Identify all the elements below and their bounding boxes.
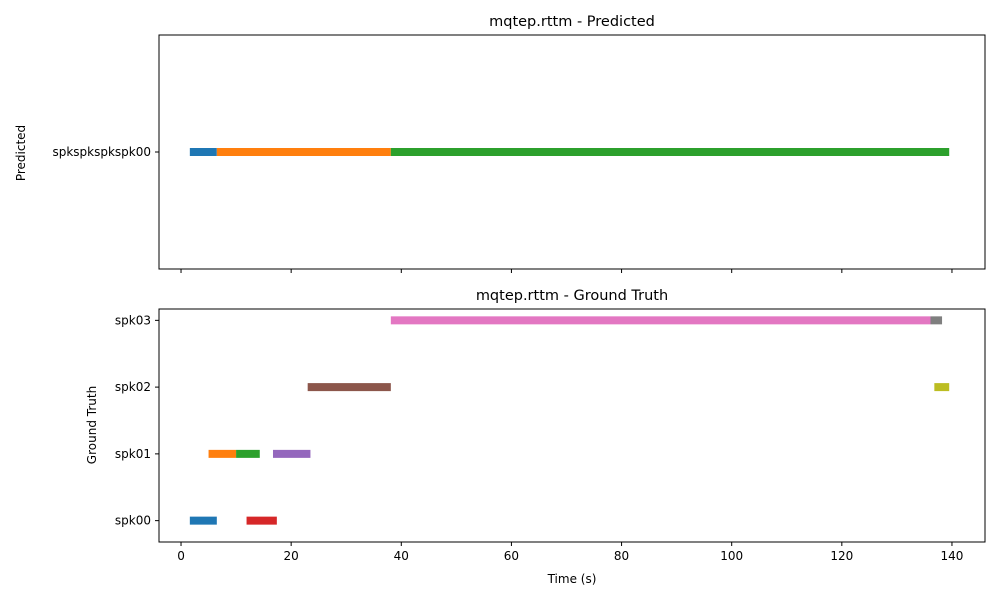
ground-truth-segment <box>934 383 950 392</box>
predicted-title: mqtep.rttm - Predicted <box>489 14 655 30</box>
ground-truth-row-label: spk02 <box>115 380 151 394</box>
ground-truth-title: mqtep.rttm - Ground Truth <box>476 288 668 304</box>
ground-truth-segment <box>246 516 277 525</box>
predicted-marks: spkspkspkspk00 <box>52 145 953 273</box>
ground-truth-segment <box>272 449 311 458</box>
ground-truth-x-tick-label: 40 <box>394 549 409 563</box>
ground-truth-x-tick-label: 0 <box>177 549 185 563</box>
ground-truth-x-tick-label: 140 <box>941 549 964 563</box>
ground-truth-y-axis-label: Ground Truth <box>85 386 99 464</box>
ground-truth-segment <box>208 449 237 458</box>
ground-truth-segment <box>189 516 217 525</box>
ground-truth-segment <box>930 316 943 325</box>
predicted-panel: mqtep.rttm - Predicted Predicted spkspks… <box>14 14 986 273</box>
ground-truth-segment <box>390 316 931 325</box>
ground-truth-row-label: spk01 <box>115 447 151 461</box>
ground-truth-panel: mqtep.rttm - Ground Truth Ground Truth T… <box>85 288 986 586</box>
predicted-y-axis-label: Predicted <box>14 125 28 181</box>
predicted-plot-frame <box>158 34 986 270</box>
ground-truth-x-tick-label: 120 <box>830 549 853 563</box>
predicted-row-label: spkspkspkspk00 <box>52 145 151 159</box>
ground-truth-plot-frame <box>158 308 986 543</box>
ground-truth-row-label: spk00 <box>115 514 151 528</box>
ground-truth-segment <box>236 449 260 458</box>
ground-truth-segment <box>307 383 391 392</box>
ground-truth-x-tick-label: 60 <box>504 549 519 563</box>
ground-truth-x-tick-label: 20 <box>284 549 299 563</box>
ground-truth-x-tick-label: 80 <box>614 549 629 563</box>
ground-truth-x-tick-label: 100 <box>720 549 743 563</box>
ground-truth-row-label: spk03 <box>115 313 151 327</box>
x-axis-label: Time (s) <box>547 572 597 586</box>
ground-truth-marks: 0 20 40 60 80 100 120 140 spk00 spk01 spk02 spk03 <box>115 313 964 563</box>
predicted-segment <box>216 148 391 156</box>
predicted-segment <box>189 148 217 156</box>
predicted-segment <box>390 148 950 156</box>
